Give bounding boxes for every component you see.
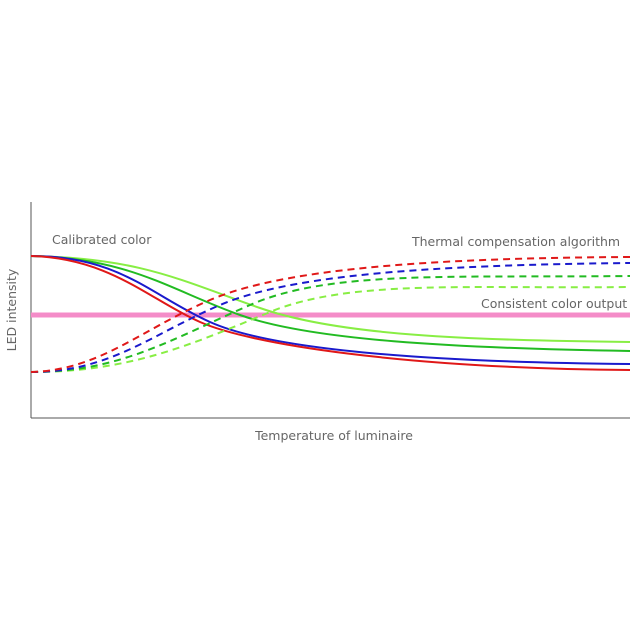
red-curve — [30, 255, 631, 371]
annotation: Calibrated color — [52, 232, 152, 247]
x-axis-title: Temperature of luminaire — [254, 428, 413, 443]
green-dashed-curve — [30, 275, 631, 373]
blue-dashed-curve — [30, 262, 631, 373]
light-green-dashed-curve — [30, 286, 631, 373]
y-axis-title: LED intensity — [4, 268, 19, 351]
light-green-curve — [30, 255, 631, 343]
annotation: Thermal compensation algorithm — [411, 234, 620, 249]
annotation: Consistent color output — [481, 296, 627, 311]
green-curve — [30, 255, 631, 352]
red-dashed-curve — [30, 256, 631, 373]
